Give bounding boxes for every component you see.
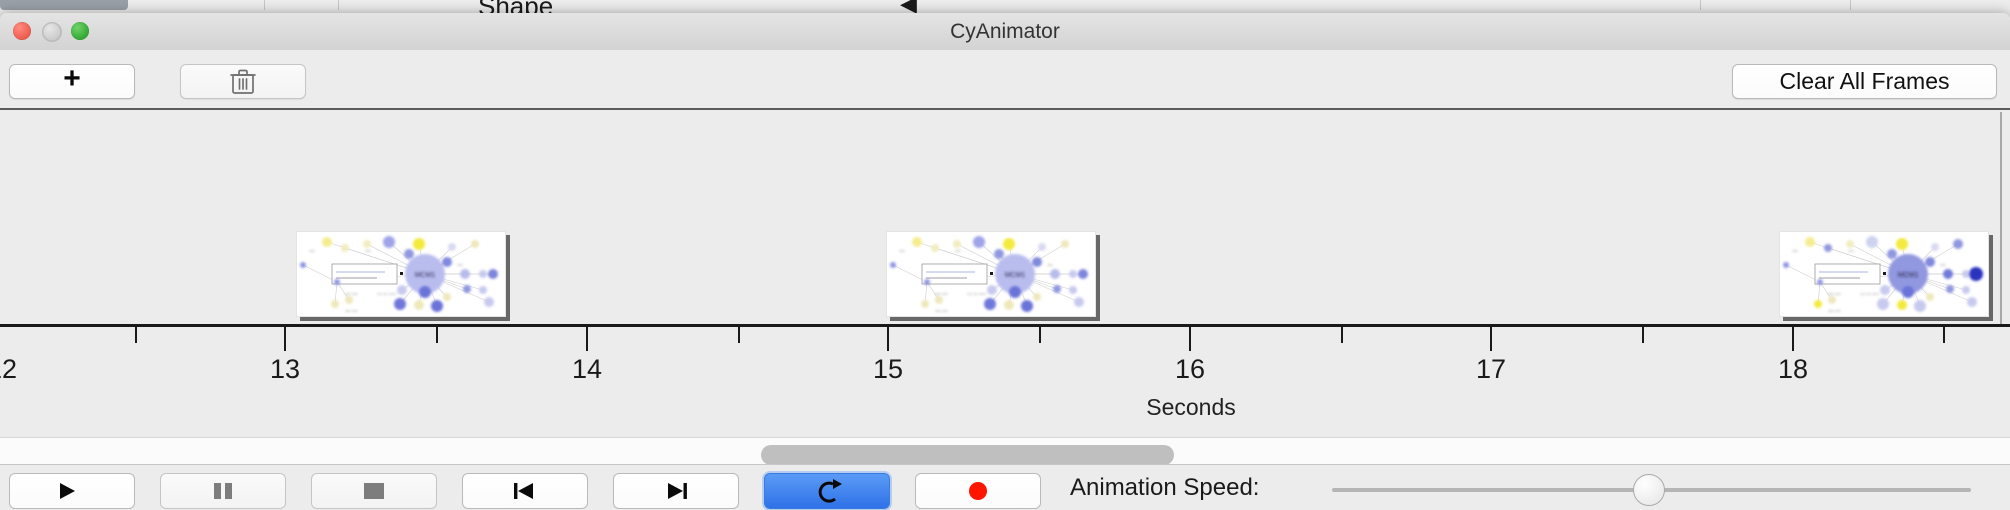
svg-text:MCM1: MCM1 bbox=[1898, 272, 1919, 279]
svg-text:ABC: ABC bbox=[1047, 263, 1054, 267]
svg-text:ABC DEF: ABC DEF bbox=[345, 292, 358, 296]
svg-text:ABC DEF: ABC DEF bbox=[935, 309, 948, 313]
svg-text:ABC: ABC bbox=[365, 249, 372, 253]
svg-text:MCM1: MCM1 bbox=[1005, 272, 1026, 279]
svg-text:GHI JKL MNO: GHI JKL MNO bbox=[1860, 292, 1880, 296]
svg-text:GHI JKL MNO: GHI JKL MNO bbox=[377, 292, 397, 296]
svg-text:ABC DEF: ABC DEF bbox=[345, 309, 358, 313]
svg-text:ABC: ABC bbox=[899, 249, 906, 253]
svg-text:ABC: ABC bbox=[1940, 263, 1947, 267]
svg-text:ABC: ABC bbox=[309, 249, 316, 253]
svg-text:ABC: ABC bbox=[955, 249, 962, 253]
svg-text:GHI JKL MNO: GHI JKL MNO bbox=[967, 292, 987, 296]
svg-text:MCM1: MCM1 bbox=[415, 272, 436, 279]
svg-text:ABC: ABC bbox=[1792, 249, 1799, 253]
svg-text:ABC: ABC bbox=[457, 263, 464, 267]
svg-text:ABC: ABC bbox=[1848, 249, 1855, 253]
svg-text:ABC DEF: ABC DEF bbox=[1828, 309, 1841, 313]
svg-text:ABC DEF: ABC DEF bbox=[1828, 292, 1841, 296]
svg-text:ABC DEF: ABC DEF bbox=[935, 292, 948, 296]
